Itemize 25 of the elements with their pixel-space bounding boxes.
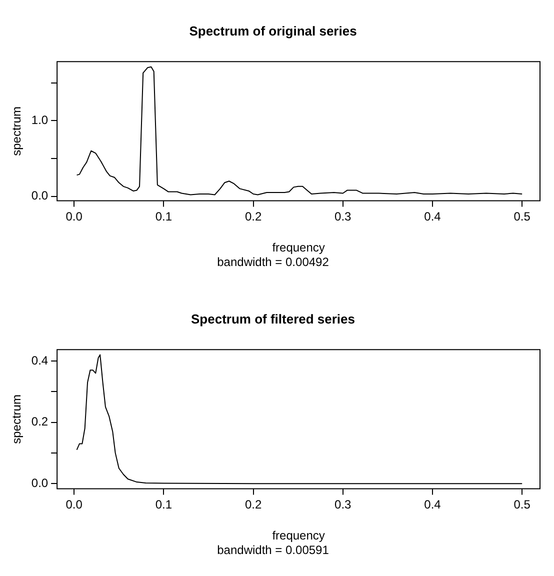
y-axis-title: spectrum [10, 106, 24, 156]
y-tick-label: 0.0 [31, 476, 48, 490]
x-tick-label: 0.1 [155, 497, 172, 512]
text: bandwidth = 0.00492 [217, 255, 330, 270]
chart-title: Spectrum of filtered series [191, 311, 355, 326]
y-axis-title: spectrum [10, 394, 24, 444]
x-tick-label: 0.1 [155, 209, 172, 224]
x-tick-label: 0.3 [334, 497, 352, 512]
x-tick-label: 0.4 [424, 497, 442, 512]
x-tick-label: 0.4 [424, 209, 442, 224]
chart-title: Spectrum of original series [189, 23, 357, 38]
x-tick-label: 0.5 [514, 497, 531, 512]
y-tick-label: 1.0 [31, 112, 48, 127]
x-tick-label: 0.3 [334, 209, 352, 224]
x-axis-title: frequency [272, 240, 325, 255]
text: bandwidth = 0.00591 [217, 543, 330, 558]
x-axis-title: frequency [272, 528, 325, 543]
x-tick-label: 0.0 [66, 497, 83, 512]
y-tick-label: 0.4 [31, 353, 48, 368]
x-tick-label: 0.2 [244, 209, 262, 224]
x-tick-label: 0.0 [66, 209, 83, 224]
y-tick-label: 0.0 [31, 188, 48, 203]
x-tick-label: 0.5 [514, 209, 531, 224]
y-tick-label: 0.2 [31, 414, 48, 429]
x-tick-label: 0.2 [244, 497, 262, 512]
